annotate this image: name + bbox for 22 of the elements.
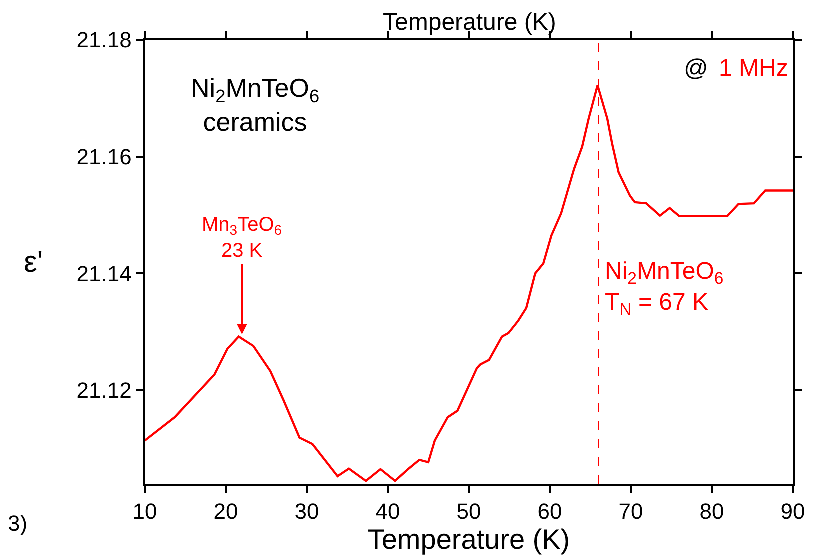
annotation: Ni$_{2}$MnTeO$_{6}$ ceramics bbox=[191, 73, 320, 137]
x-tick-label: 40 bbox=[376, 499, 400, 524]
y-tick-label: 21.16 bbox=[76, 144, 132, 170]
x-tick-label: 30 bbox=[294, 499, 320, 524]
x-axis-title: Temperature (K) bbox=[368, 524, 570, 556]
annotation: Mn$_{3}$TeO$_{6}$ 23 K bbox=[202, 214, 282, 262]
text: Temperature (K) bbox=[383, 9, 556, 36]
x-tick-label: 60 bbox=[538, 499, 562, 524]
text: 3) bbox=[8, 511, 28, 536]
y-axis-title: ε' bbox=[24, 246, 44, 279]
annotation: 1 MHz bbox=[719, 55, 788, 82]
x-tick-label: 80 bbox=[700, 499, 724, 524]
annotation: @ bbox=[684, 55, 708, 82]
y-tick-label: 21.14 bbox=[76, 261, 132, 286]
x-tick-label: 70 bbox=[618, 499, 644, 524]
text: Ni$_{2}$MnTeO$_{6}$ T$_{N}$ = 67 K bbox=[605, 258, 724, 320]
x-tick-label: 10 bbox=[132, 499, 158, 524]
x-tick-label: 50 bbox=[456, 499, 482, 524]
x-tick-label: 90 bbox=[780, 499, 806, 524]
y-tick-label: 21.18 bbox=[76, 28, 132, 53]
x-tick-label: 20 bbox=[214, 499, 238, 524]
y-tick-label: 21.12 bbox=[76, 378, 132, 404]
